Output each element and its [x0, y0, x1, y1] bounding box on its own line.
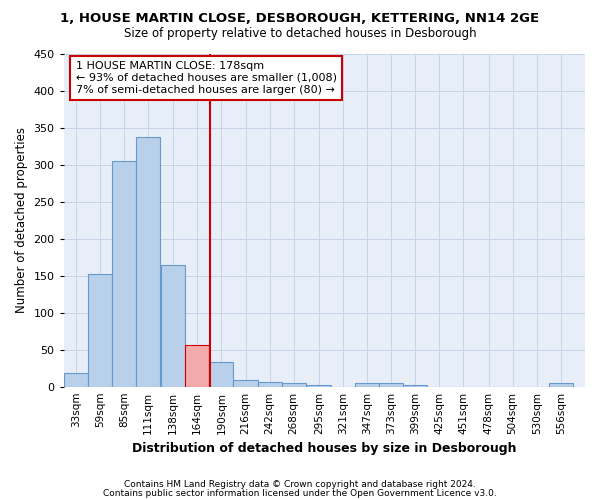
Bar [136, 137, 160, 386]
Bar [379, 383, 403, 386]
Bar [355, 383, 379, 386]
Y-axis label: Number of detached properties: Number of detached properties [15, 128, 28, 314]
Bar [64, 374, 88, 386]
Text: 1 HOUSE MARTIN CLOSE: 178sqm
← 93% of detached houses are smaller (1,008)
7% of : 1 HOUSE MARTIN CLOSE: 178sqm ← 93% of de… [76, 62, 337, 94]
Text: Contains public sector information licensed under the Open Government Licence v3: Contains public sector information licen… [103, 490, 497, 498]
Bar [307, 385, 331, 386]
Bar [161, 264, 185, 386]
Bar [549, 383, 573, 386]
Bar [281, 383, 306, 386]
Bar [403, 385, 427, 386]
Bar [233, 380, 257, 386]
Bar [209, 362, 233, 386]
Text: Size of property relative to detached houses in Desborough: Size of property relative to detached ho… [124, 28, 476, 40]
Bar [185, 344, 209, 387]
Text: Contains HM Land Registry data © Crown copyright and database right 2024.: Contains HM Land Registry data © Crown c… [124, 480, 476, 489]
X-axis label: Distribution of detached houses by size in Desborough: Distribution of detached houses by size … [132, 442, 517, 455]
Bar [257, 382, 281, 386]
Text: 1, HOUSE MARTIN CLOSE, DESBOROUGH, KETTERING, NN14 2GE: 1, HOUSE MARTIN CLOSE, DESBOROUGH, KETTE… [61, 12, 539, 26]
Bar [88, 274, 112, 386]
Bar [112, 161, 136, 386]
